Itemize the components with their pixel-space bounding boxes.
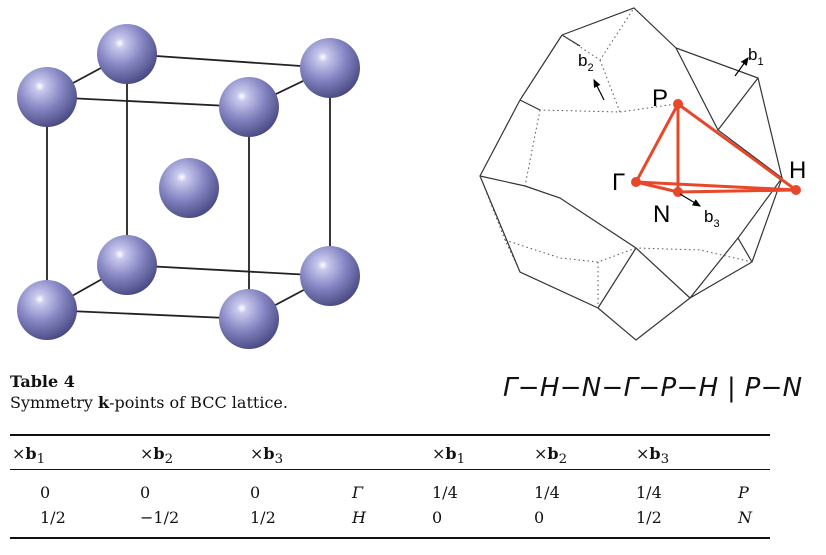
point-p xyxy=(673,99,683,109)
table-description: Symmetry k-points of BCC lattice. xyxy=(10,393,288,412)
bcc-unit-cell-figure xyxy=(17,24,360,349)
header-b1-right: ×b1 xyxy=(432,444,466,468)
atom-back-bottom-right xyxy=(300,246,360,306)
label-h: H xyxy=(789,157,806,184)
label-b2: b2 xyxy=(578,51,594,74)
atom-back-top-right xyxy=(300,38,360,98)
header-b3-right: ×b3 xyxy=(636,444,670,468)
b1-arrow xyxy=(734,57,749,77)
header-b1-left: ×b1 xyxy=(12,444,46,468)
table-top-rule xyxy=(10,434,770,436)
label-n: N xyxy=(653,201,670,228)
label-p: P xyxy=(652,85,668,112)
atom-front-top-left xyxy=(17,67,77,127)
atoms xyxy=(17,24,360,349)
atom-back-bottom-left xyxy=(97,235,157,295)
atom-front-bottom-left xyxy=(17,280,77,340)
atom-front-top-right xyxy=(219,77,279,137)
b2-arrow xyxy=(593,78,605,101)
label-b3: b3 xyxy=(704,207,720,230)
reciprocal-vectors xyxy=(593,57,749,207)
high-symmetry-points xyxy=(631,99,801,197)
label-gamma: Γ xyxy=(612,169,625,196)
brillouin-zone-figure: b1 b2 b3 P H N Γ xyxy=(479,7,806,341)
high-symmetry-path xyxy=(634,102,798,194)
table-caption: Table 4 Symmetry k-points of BCC lattice… xyxy=(10,372,288,412)
k-path-label: Γ−H−N−Γ−P−H | P−N xyxy=(503,373,803,403)
point-gamma xyxy=(631,177,641,187)
header-b2-left: ×b2 xyxy=(140,444,174,468)
table-header-rule xyxy=(10,469,770,470)
point-h xyxy=(791,185,801,195)
label-b1: b1 xyxy=(748,45,764,68)
b3-arrow xyxy=(679,193,702,207)
atom-body-center xyxy=(159,158,219,218)
header-b3-left: ×b3 xyxy=(250,444,284,468)
atom-front-bottom-right xyxy=(219,289,279,349)
table-title: Table 4 xyxy=(10,372,75,391)
zone-hidden-edges xyxy=(479,7,753,308)
atom-back-top-left xyxy=(97,24,157,84)
table-bottom-rule xyxy=(10,537,770,539)
header-b2-right: ×b2 xyxy=(534,444,568,468)
zone-solid-edges xyxy=(479,7,783,341)
